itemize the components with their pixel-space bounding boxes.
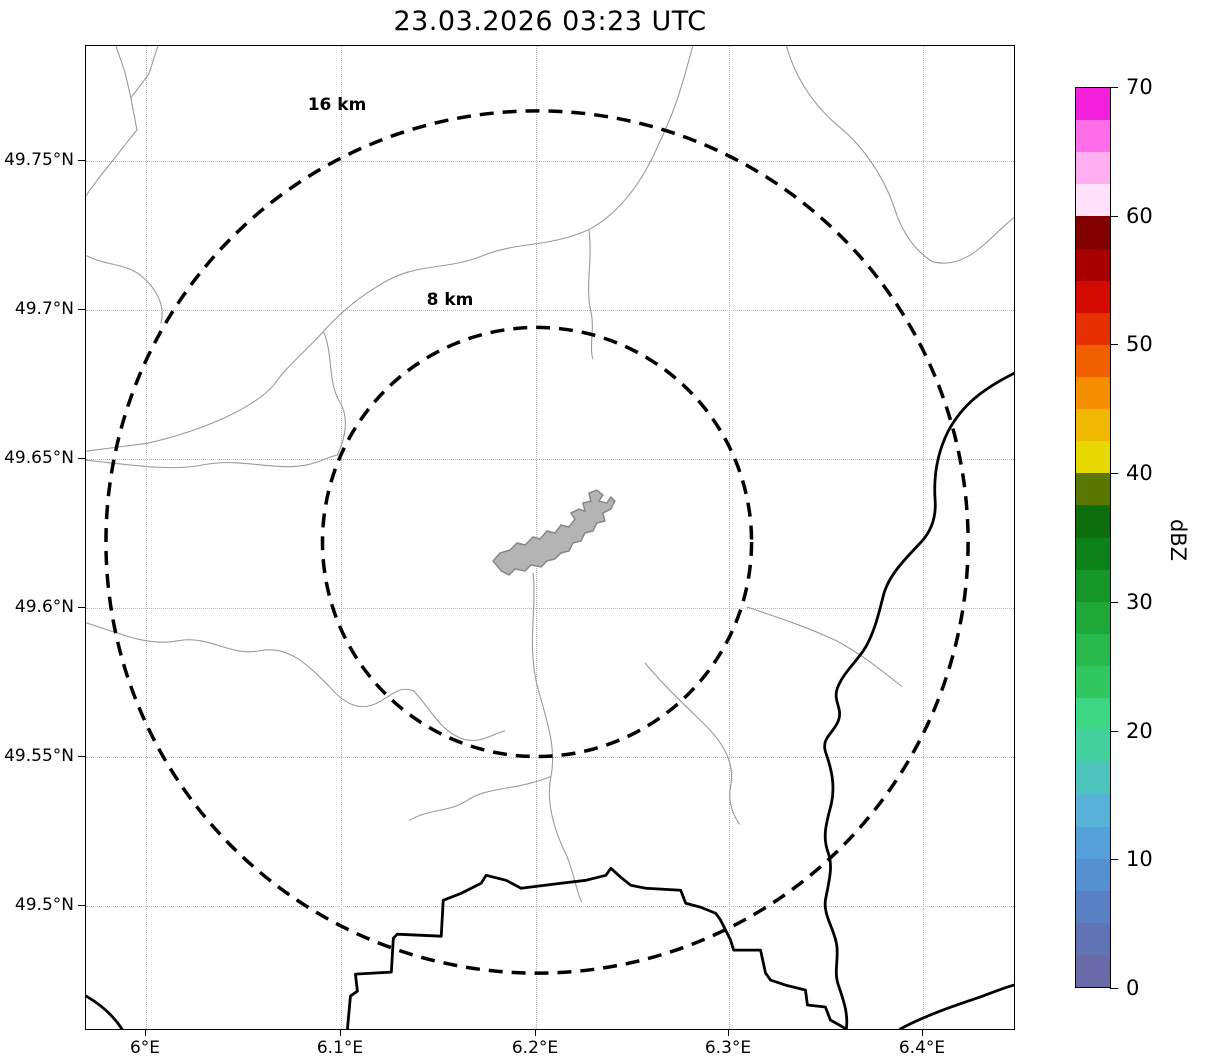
colorbar-segment bbox=[1076, 88, 1110, 121]
colorbar-tick bbox=[1110, 859, 1118, 861]
colorbar-segment bbox=[1076, 858, 1110, 891]
colorbar-tick bbox=[1110, 988, 1118, 989]
x-axis-tick-label: 6°E bbox=[129, 1038, 161, 1058]
colorbar-tick-label: 0 bbox=[1126, 976, 1140, 1000]
y-axis-tick-label: 49.65°N bbox=[4, 448, 74, 468]
x-axis-tick bbox=[922, 1030, 923, 1036]
colorbar-segment bbox=[1076, 826, 1110, 859]
x-axis-tick bbox=[145, 1030, 146, 1036]
colorbar-segment bbox=[1076, 409, 1110, 442]
colorbar-axis-label: dBZ bbox=[1166, 518, 1190, 562]
colorbar-tick-label: 30 bbox=[1126, 589, 1153, 614]
y-axis-tick bbox=[78, 905, 85, 906]
colorbar-segment bbox=[1076, 120, 1110, 153]
colorbar-segment bbox=[1076, 922, 1110, 955]
colorbar-segment bbox=[1076, 473, 1110, 506]
colorbar-segment bbox=[1076, 537, 1110, 570]
colorbar-segment bbox=[1076, 441, 1110, 474]
colorbar-segment bbox=[1076, 280, 1110, 313]
colorbar-segment bbox=[1076, 376, 1110, 410]
city-area-polygon bbox=[492, 489, 616, 576]
colorbar-segment bbox=[1076, 312, 1110, 345]
border-south bbox=[346, 866, 848, 1029]
map-canvas bbox=[86, 46, 1014, 1029]
gridline-horizontal bbox=[86, 459, 1014, 460]
border-southwest-corner bbox=[86, 994, 124, 1029]
colorbar-segment bbox=[1076, 601, 1110, 634]
colorbar-segment bbox=[1076, 633, 1110, 666]
x-axis-tick bbox=[535, 1030, 536, 1036]
map-plot-area bbox=[85, 45, 1015, 1030]
colorbar-segment bbox=[1076, 762, 1110, 795]
x-axis-tick-label: 6.2°E bbox=[511, 1038, 559, 1058]
colorbar-tick-label: 50 bbox=[1126, 332, 1153, 357]
x-axis-tick-label: 6.3°E bbox=[704, 1038, 752, 1058]
y-axis-tick bbox=[78, 160, 85, 161]
colorbar-tick bbox=[1110, 601, 1118, 603]
colorbar-tick-label: 10 bbox=[1126, 847, 1153, 872]
y-axis-tick-label: 49.6°N bbox=[14, 597, 74, 617]
gridline-horizontal bbox=[86, 161, 1014, 162]
x-axis-tick bbox=[728, 1030, 729, 1036]
colorbar-segment bbox=[1076, 344, 1110, 377]
gridline-horizontal bbox=[86, 608, 1014, 609]
municipal-boundary-lines bbox=[86, 46, 1014, 903]
y-axis-tick bbox=[78, 458, 85, 459]
gridline-vertical bbox=[341, 46, 342, 1029]
border-southeast-corner bbox=[898, 983, 1014, 1029]
gridline-horizontal bbox=[86, 310, 1014, 311]
colorbar-segment bbox=[1076, 954, 1110, 988]
colorbar-segment bbox=[1076, 184, 1110, 217]
colorbar-segment bbox=[1076, 248, 1110, 281]
colorbar-segment bbox=[1076, 505, 1110, 538]
colorbar-segment bbox=[1076, 152, 1110, 185]
reflectivity-colorbar bbox=[1075, 87, 1111, 988]
y-axis-tick-label: 49.7°N bbox=[14, 299, 74, 319]
colorbar-segment bbox=[1076, 890, 1110, 923]
colorbar-segment bbox=[1076, 216, 1110, 249]
border-river-east bbox=[823, 371, 1014, 1029]
colorbar-tick-label: 40 bbox=[1126, 461, 1153, 486]
colorbar-tick bbox=[1110, 730, 1118, 732]
y-axis-tick-label: 49.55°N bbox=[4, 746, 74, 766]
x-axis-tick-label: 6.1°E bbox=[316, 1038, 364, 1058]
y-axis-tick-label: 49.5°N bbox=[14, 895, 74, 915]
figure-title: 23.03.2026 03:23 UTC bbox=[393, 6, 707, 37]
range-ring-label-8km: 8 km bbox=[426, 290, 474, 310]
colorbar-tick-label: 20 bbox=[1126, 718, 1153, 743]
y-axis-tick-label: 49.75°N bbox=[4, 150, 74, 170]
colorbar-segment bbox=[1076, 665, 1110, 699]
x-axis-tick-label: 6.4°E bbox=[898, 1038, 946, 1058]
colorbar-tick-label: 60 bbox=[1126, 203, 1153, 228]
colorbar-segment bbox=[1076, 698, 1110, 731]
y-axis-tick bbox=[78, 756, 85, 757]
y-axis-tick bbox=[78, 309, 85, 310]
y-axis-tick bbox=[78, 607, 85, 608]
colorbar-tick bbox=[1110, 215, 1118, 217]
colorbar-segment bbox=[1076, 730, 1110, 763]
colorbar-tick bbox=[1110, 87, 1118, 88]
gridline-vertical bbox=[729, 46, 730, 1029]
colorbar-segment bbox=[1076, 794, 1110, 827]
colorbar-segment bbox=[1076, 569, 1110, 602]
gridline-horizontal bbox=[86, 906, 1014, 907]
gridline-vertical bbox=[146, 46, 147, 1029]
country-border-lines bbox=[86, 371, 1014, 1029]
range-ring-label-16km: 16 km bbox=[307, 95, 367, 115]
colorbar-tick-label: 70 bbox=[1126, 75, 1153, 99]
colorbar-tick bbox=[1110, 344, 1118, 346]
colorbar-tick bbox=[1110, 473, 1118, 475]
x-axis-tick bbox=[340, 1030, 341, 1036]
